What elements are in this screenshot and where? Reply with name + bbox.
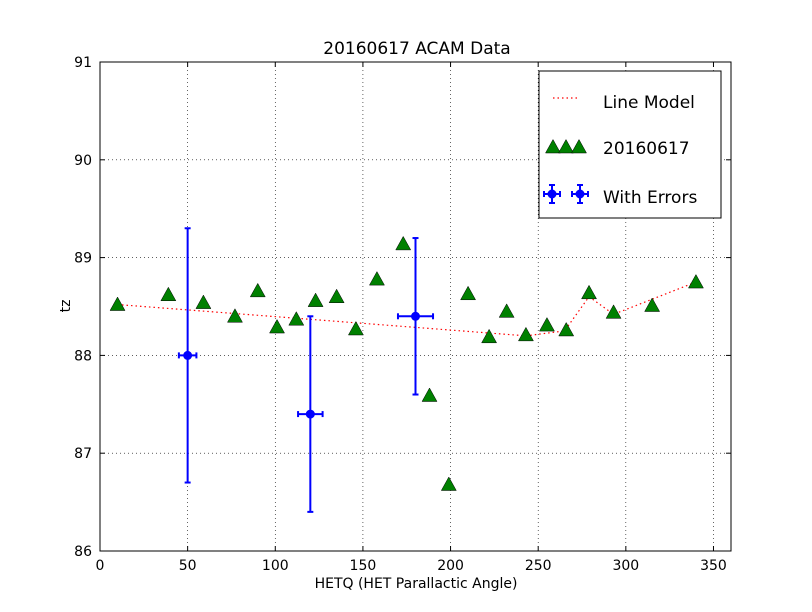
y-tick-label: 89 bbox=[74, 251, 92, 267]
y-axis-label: tz bbox=[58, 300, 74, 313]
observation-marker bbox=[269, 319, 285, 334]
observation-marker bbox=[160, 286, 177, 302]
observation-marker bbox=[307, 292, 324, 307]
errorbar-point bbox=[571, 184, 589, 204]
observation-marker bbox=[227, 308, 243, 323]
axis-ticks: 0 50 100 150 200 250 300 350 86 87 88 89 90 91 bbox=[74, 55, 731, 574]
legend-label-with-errors: With Errors bbox=[603, 188, 697, 208]
observation-marker bbox=[498, 303, 515, 318]
x-tick-label: 50 bbox=[179, 558, 197, 574]
observation-marker bbox=[581, 284, 597, 300]
axes-frame bbox=[99, 61, 732, 552]
x-tick-label: 100 bbox=[262, 558, 289, 574]
x-axis-label: HETQ (HET Parallactic Angle) bbox=[315, 576, 518, 592]
legend-triangle-marker bbox=[545, 138, 561, 154]
y-tick-label: 90 bbox=[74, 153, 92, 169]
observation-marker bbox=[395, 235, 412, 251]
y-tick-label: 88 bbox=[74, 348, 92, 364]
legend-triangle-marker bbox=[558, 138, 574, 154]
x-tick-label: 150 bbox=[350, 558, 377, 574]
x-tick-label: 300 bbox=[612, 558, 639, 574]
observation-marker bbox=[460, 285, 477, 301]
observation-marker bbox=[249, 282, 266, 298]
plot-area bbox=[109, 227, 704, 513]
y-tick-label: 87 bbox=[74, 446, 92, 462]
legend: Line Model 20160617 With Errors bbox=[538, 70, 722, 219]
legend-triangle-marker bbox=[571, 138, 587, 154]
legend-frame bbox=[538, 70, 722, 219]
observation-marker bbox=[195, 294, 212, 309]
line-model-series bbox=[117, 281, 697, 337]
errorbar-point bbox=[396, 237, 435, 396]
x-tick-label: 350 bbox=[700, 558, 727, 574]
observation-marker bbox=[421, 387, 438, 402]
x-tick-label: 200 bbox=[437, 558, 464, 574]
observation-marker bbox=[288, 311, 305, 326]
legend-label-20160617: 20160617 bbox=[603, 139, 690, 159]
observation-marker bbox=[539, 317, 555, 332]
legend-with-errors-swatch bbox=[543, 184, 589, 204]
observation-marker bbox=[518, 326, 534, 342]
x-tick-label: 0 bbox=[96, 558, 105, 574]
observation-marker bbox=[605, 304, 622, 319]
observation-marker bbox=[347, 320, 364, 336]
observation-marker bbox=[328, 288, 345, 303]
errorbar-point bbox=[297, 315, 324, 513]
legend-20160617-swatch bbox=[545, 138, 587, 154]
y-tick-label: 86 bbox=[74, 544, 92, 560]
observation-marker bbox=[688, 274, 704, 289]
x-tick-label: 250 bbox=[525, 558, 552, 574]
observation-marker bbox=[481, 328, 498, 344]
observation-marker bbox=[644, 297, 661, 312]
chart-title: 20160617 ACAM Data bbox=[323, 39, 510, 59]
errorbar-point bbox=[177, 227, 198, 484]
legend-label-line-model: Line Model bbox=[603, 93, 695, 113]
observation-marker bbox=[558, 321, 575, 337]
observation-marker bbox=[369, 271, 385, 286]
y-tick-label: 91 bbox=[74, 55, 92, 71]
errorbar-point bbox=[543, 184, 561, 204]
observation-marker bbox=[440, 476, 457, 491]
observation-marker bbox=[109, 296, 126, 311]
